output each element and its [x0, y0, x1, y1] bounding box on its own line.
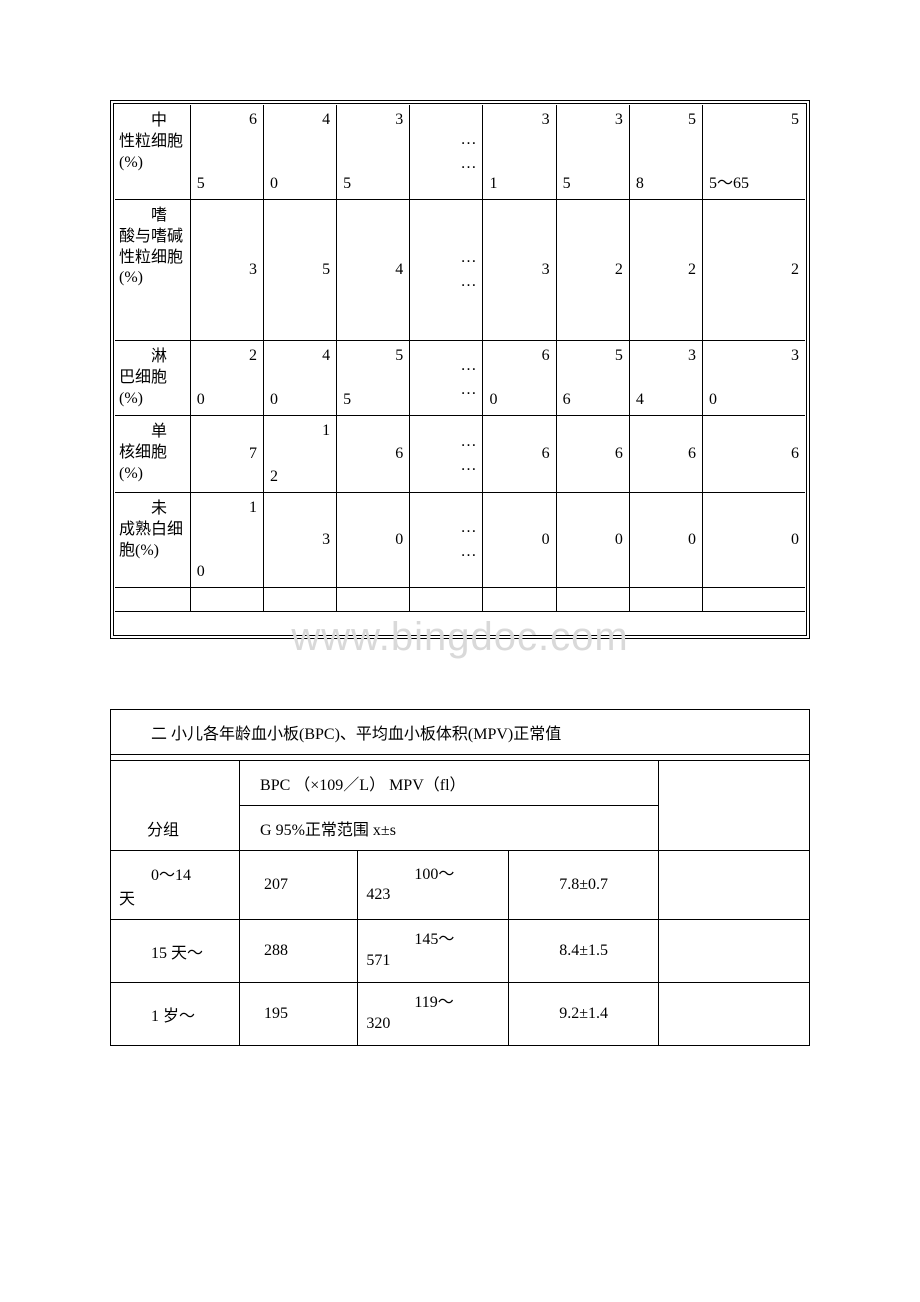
data-cell: 35 [557, 105, 630, 200]
data-cell: 6 [337, 416, 410, 493]
data-cell: 4 [337, 200, 410, 341]
group-cell: 1 岁～ [111, 982, 240, 1045]
data-cell: 65 [191, 105, 264, 200]
data-cell: 2 [703, 200, 805, 341]
data-cell: …… [410, 200, 483, 341]
data-cell: …… [410, 493, 483, 588]
spacer-cell [264, 588, 337, 612]
data-cell: 34 [630, 341, 703, 416]
data-cell: 58 [630, 105, 703, 200]
data-cell: 3 [483, 200, 556, 341]
row-label: 单核细胞(%) [115, 416, 191, 493]
data-cell: 0 [483, 493, 556, 588]
data-cell: 3 [264, 493, 337, 588]
bpc-cell: 207 [240, 851, 358, 920]
data-cell: 0 [337, 493, 410, 588]
bottom-spacer [115, 612, 805, 634]
data-cell: 55～65 [703, 105, 805, 200]
spacer-cell [630, 588, 703, 612]
data-cell: 56 [557, 341, 630, 416]
mpv-cell: 8.4±1.5 [508, 920, 659, 983]
spacer-cell [557, 588, 630, 612]
table1-mid-border: 中性粒细胞(%)654035……31355855～65嗜酸与嗜碱性粒细胞(%)3… [113, 103, 807, 636]
data-cell: 20 [191, 341, 264, 416]
spacer-cell [191, 588, 264, 612]
spacer-cell [483, 588, 556, 612]
range-cell: 119～320 [358, 982, 509, 1045]
data-cell: 31 [483, 105, 556, 200]
row-label: 未成熟白细胞(%) [115, 493, 191, 588]
mpv-cell: 9.2±1.4 [508, 982, 659, 1045]
spacer-cell [115, 588, 191, 612]
data-cell: 12 [264, 416, 337, 493]
data-cell: 55 [337, 341, 410, 416]
bpc-mpv-header: BPC （×109／L） MPV（fl） [240, 761, 659, 806]
group-cell: 15 天～ [111, 920, 240, 983]
range-cell: 145～571 [358, 920, 509, 983]
data-cell: 6 [630, 416, 703, 493]
data-cell: 40 [264, 341, 337, 416]
row-label: 嗜酸与嗜碱性粒细胞(%) [115, 200, 191, 341]
data-cell: …… [410, 341, 483, 416]
data-cell: 7 [191, 416, 264, 493]
data-cell: 2 [630, 200, 703, 341]
bpc-cell: 195 [240, 982, 358, 1045]
data-cell: 30 [703, 341, 805, 416]
data-cell: 60 [483, 341, 556, 416]
data-cell: 6 [703, 416, 805, 493]
spacer-cell [410, 588, 483, 612]
data-cell: …… [410, 416, 483, 493]
data-cell: 5 [264, 200, 337, 341]
platelet-table: 二 小儿各年龄血小板(BPC)、平均血小板体积(MPV)正常值 分组 BPC （… [110, 709, 810, 1045]
blood-cell-percent-table: 中性粒细胞(%)654035……31355855～65嗜酸与嗜碱性粒细胞(%)3… [115, 105, 805, 634]
data-cell: 6 [483, 416, 556, 493]
range-cell: 100～423 [358, 851, 509, 920]
data-cell: 3 [191, 200, 264, 341]
group-cell: 0～14天 [111, 851, 240, 920]
data-cell: 0 [703, 493, 805, 588]
data-cell: 0 [557, 493, 630, 588]
data-cell: 10 [191, 493, 264, 588]
data-cell: 0 [630, 493, 703, 588]
blank-cell [659, 920, 810, 983]
data-cell: 40 [264, 105, 337, 200]
spacer-cell [337, 588, 410, 612]
bpc-cell: 288 [240, 920, 358, 983]
group-header: 分组 [111, 761, 240, 851]
mpv-cell: 7.8±0.7 [508, 851, 659, 920]
row-label: 淋巴细胞(%) [115, 341, 191, 416]
data-cell: 6 [557, 416, 630, 493]
data-cell: …… [410, 105, 483, 200]
blank-cell [659, 982, 810, 1045]
blank-cell [659, 851, 810, 920]
group-label: 分组 [147, 816, 231, 840]
blank-header [659, 761, 810, 851]
spacer-cell [703, 588, 805, 612]
range-header: G 95%正常范围 x±s [240, 806, 659, 851]
data-cell: 35 [337, 105, 410, 200]
row-label: 中性粒细胞(%) [115, 105, 191, 200]
table2-title: 二 小儿各年龄血小板(BPC)、平均血小板体积(MPV)正常值 [111, 710, 810, 755]
data-cell: 2 [557, 200, 630, 341]
table1-outer-border: 中性粒细胞(%)654035……31355855～65嗜酸与嗜碱性粒细胞(%)3… [110, 100, 810, 639]
